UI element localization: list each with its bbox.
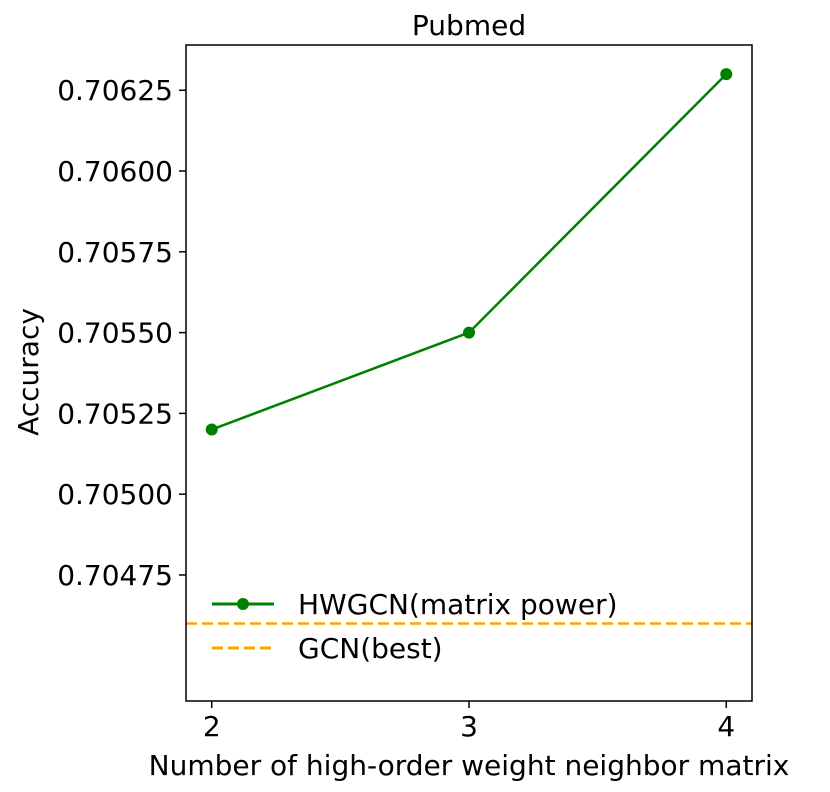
y-tick-label: 0.70625: [57, 74, 173, 107]
legend-reference-label: GCN(best): [298, 632, 443, 665]
x-tick-label: 3: [460, 710, 478, 743]
legend: HWGCN(matrix power) GCN(best): [212, 588, 618, 665]
y-tick-label: 0.70575: [57, 236, 173, 269]
x-tick-label: 2: [203, 710, 221, 743]
legend-series-label: HWGCN(matrix power): [298, 588, 618, 621]
data-point: [720, 68, 733, 81]
y-axis-title: Accuracy: [12, 308, 45, 436]
x-tick-label: 4: [717, 710, 735, 743]
legend-series-marker: [237, 598, 249, 610]
axes-frame: [185, 44, 753, 702]
y-tick-label: 0.70500: [57, 478, 173, 511]
y-tick-label: 0.70525: [57, 397, 173, 430]
y-tick-label: 0.70475: [57, 559, 173, 592]
plot-area: 0.70475 0.70500 0.70525 0.70550 0.70575 0.706…: [57, 68, 752, 743]
x-axis-title: Number of high-order weight neighbor mat…: [149, 749, 790, 782]
data-point: [205, 423, 218, 436]
chart-title: Pubmed: [412, 9, 526, 42]
series-line: [211, 73, 728, 431]
data-point: [463, 326, 475, 339]
y-tick-label: 0.70550: [57, 317, 173, 350]
y-tick-label: 0.70600: [57, 155, 173, 188]
